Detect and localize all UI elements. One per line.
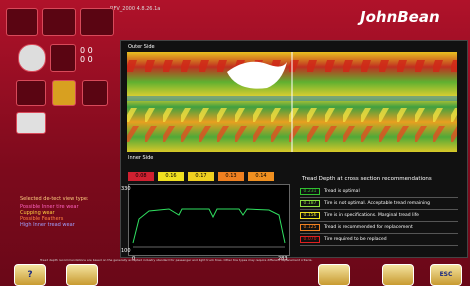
defect-item: High Inner tread wear bbox=[20, 222, 75, 228]
rec-text: Tire is in specifications. Marginal trea… bbox=[324, 213, 419, 218]
icon-tread[interactable] bbox=[52, 80, 76, 106]
rec-text: Tread is optimal bbox=[324, 189, 360, 194]
print-button[interactable] bbox=[382, 264, 414, 286]
rec-text: Tire is not optimal. Acceptable tread re… bbox=[324, 201, 430, 206]
tools-button[interactable] bbox=[318, 264, 350, 286]
counter: 0 bbox=[88, 46, 93, 55]
counter: 0 bbox=[80, 55, 85, 64]
tread-map bbox=[127, 52, 457, 152]
outer-label: Outer Side bbox=[128, 44, 155, 50]
rec-value: 0.231 bbox=[300, 188, 320, 195]
inner-label: Inner Side bbox=[128, 155, 153, 161]
rec-text: Tread is recommended for replacement bbox=[324, 225, 413, 230]
rec-row: 0.231 Tread is optimal bbox=[300, 186, 458, 198]
profile-graph bbox=[128, 184, 290, 256]
icon-wiper[interactable] bbox=[80, 8, 114, 36]
counters: 0 0 0 0 bbox=[80, 46, 110, 64]
icon-wheel[interactable] bbox=[18, 44, 46, 72]
scale-box: 0.16 bbox=[158, 172, 184, 181]
icon-balance[interactable] bbox=[6, 8, 38, 36]
defect-title: Selected de-tect view type: bbox=[20, 196, 89, 202]
rec-row: 0.156 Tire is in specifications. Marginal… bbox=[300, 210, 458, 222]
home-button[interactable] bbox=[66, 264, 98, 286]
y-label: 100 bbox=[121, 248, 131, 254]
scale-box: 0.08 bbox=[128, 172, 154, 181]
icon-car-side[interactable] bbox=[16, 80, 46, 106]
rec-row: 0.125 Tread is recommended for replacemen… bbox=[300, 222, 458, 234]
rec-row: 0.070 Tire required to be replaced bbox=[300, 234, 458, 246]
rec-title: Tread Depth at cross section recommendat… bbox=[302, 176, 432, 182]
rec-value: 0.070 bbox=[300, 236, 320, 243]
rec-value: 0.125 bbox=[300, 224, 320, 231]
depth-scale: 0.08 0.16 0.17 0.13 0.14 bbox=[128, 172, 274, 181]
scale-box: 0.13 bbox=[218, 172, 244, 181]
icon-profile[interactable] bbox=[82, 80, 108, 106]
counter: 0 bbox=[80, 46, 85, 55]
icon-tire[interactable] bbox=[50, 44, 76, 72]
rec-table: 0.231 Tread is optimal 0.187 Tire is not op… bbox=[300, 186, 458, 246]
footer-note: Tread depth recommendations are based on… bbox=[40, 258, 460, 262]
counter: 0 bbox=[88, 55, 93, 64]
help-button[interactable]: ? bbox=[14, 264, 46, 286]
icon-report[interactable] bbox=[16, 112, 46, 134]
y-label: 330 bbox=[121, 186, 131, 192]
esc-button[interactable]: ESC bbox=[430, 264, 462, 286]
brand-logo: JohnBean bbox=[360, 8, 440, 26]
profile-plot bbox=[129, 185, 289, 255]
rec-text: Tire required to be replaced bbox=[324, 237, 387, 242]
scale-box: 0.14 bbox=[248, 172, 274, 181]
app-screen: RFV_2000 4.8.26.1a JohnBean 0 0 0 0 Sele… bbox=[0, 0, 470, 286]
scale-box: 0.17 bbox=[188, 172, 214, 181]
rec-row: 0.187 Tire is not optimal. Acceptable tre… bbox=[300, 198, 458, 210]
rec-value: 0.156 bbox=[300, 212, 320, 219]
icon-car[interactable] bbox=[42, 8, 76, 36]
version-text: RFV_2000 4.8.26.1a bbox=[110, 6, 160, 12]
rec-value: 0.187 bbox=[300, 200, 320, 207]
